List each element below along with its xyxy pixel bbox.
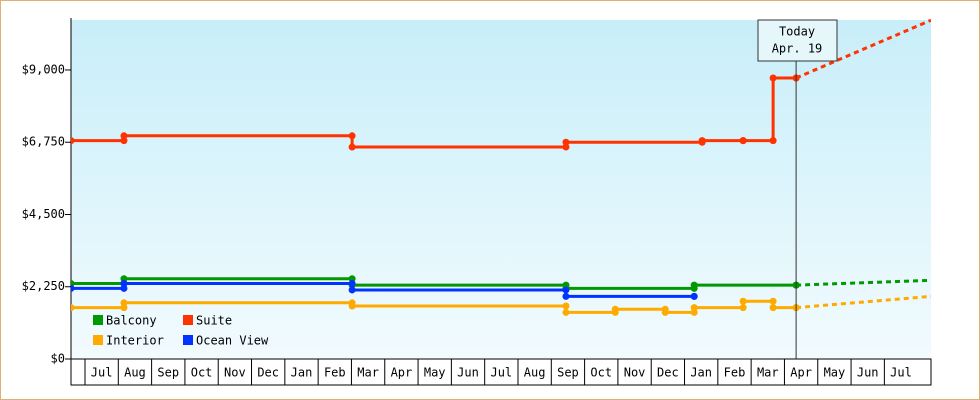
x-tick-label: Jan — [291, 366, 313, 380]
x-tick-label: Nov — [224, 366, 246, 380]
x-tick-label: Jan — [690, 366, 712, 380]
point — [120, 304, 128, 312]
plot-area — [71, 20, 931, 359]
point — [348, 286, 356, 294]
x-axis-box — [70, 358, 932, 386]
point — [769, 304, 777, 312]
point — [769, 297, 777, 305]
point — [348, 143, 356, 151]
point — [562, 286, 570, 294]
point — [562, 138, 570, 146]
point — [562, 308, 570, 316]
point — [661, 308, 669, 316]
y-tick-label: $4,500 — [22, 207, 65, 221]
point — [120, 284, 128, 292]
point — [562, 143, 570, 151]
x-tick-label: Dec — [657, 366, 679, 380]
point — [690, 304, 698, 312]
legend-swatch — [183, 315, 193, 325]
point — [120, 137, 128, 145]
x-tick-label: Sep — [557, 366, 579, 380]
x-tick-label: Nov — [624, 366, 646, 380]
point — [739, 297, 747, 305]
point — [611, 305, 619, 313]
point — [120, 275, 128, 283]
legend-swatch — [183, 335, 193, 345]
point — [348, 132, 356, 140]
point — [739, 304, 747, 312]
point — [769, 137, 777, 145]
point — [739, 137, 747, 145]
x-tick-label: Oct — [590, 366, 612, 380]
x-tick-label: Jun — [457, 366, 479, 380]
x-tick-label: Dec — [257, 366, 279, 380]
x-tick-label: Aug — [124, 366, 146, 380]
today-date: Apr. 19 — [772, 42, 823, 56]
point — [562, 302, 570, 310]
series — [71, 294, 931, 316]
forecast-line — [795, 294, 931, 310]
legend-swatch — [93, 335, 103, 345]
x-tick-label: Mar — [757, 366, 779, 380]
x-tick-label: May — [824, 366, 846, 380]
x-tick-label: Oct — [191, 366, 213, 380]
x-tick-label: Jul — [890, 366, 912, 380]
y-tick-label: $6,750 — [22, 135, 65, 149]
x-tick-label: Apr — [391, 366, 413, 380]
point — [690, 281, 698, 289]
x-tick-label: May — [424, 366, 446, 380]
point — [348, 280, 356, 288]
series — [71, 280, 698, 300]
x-tick-label: Feb — [724, 366, 746, 380]
y-tick-label: $0 — [51, 352, 65, 366]
point — [690, 308, 698, 316]
forecast-line — [795, 18, 931, 80]
point — [120, 280, 128, 288]
legend-label: Interior — [106, 334, 164, 348]
x-tick-label: Jul — [91, 366, 113, 380]
legend-label: Balcony — [106, 314, 157, 328]
y-tick-label: $9,000 — [22, 62, 65, 76]
point — [562, 292, 570, 300]
point — [71, 304, 75, 312]
forecast-line — [796, 278, 931, 287]
point — [120, 132, 128, 140]
legend-swatch — [93, 315, 103, 325]
y-tick-label: $2,250 — [22, 279, 65, 293]
x-tick-label: Jun — [857, 366, 879, 380]
today-box — [757, 19, 838, 62]
point — [698, 137, 706, 145]
point — [120, 299, 128, 307]
today-label: Today — [779, 25, 815, 39]
x-tick-label: Feb — [324, 366, 346, 380]
point — [71, 137, 75, 145]
x-tick-label: Apr — [790, 366, 812, 380]
x-tick-label: Mar — [357, 366, 379, 380]
point — [690, 292, 698, 300]
point — [71, 284, 75, 292]
legend-label: Ocean View — [196, 334, 269, 348]
x-tick-label: Sep — [157, 366, 179, 380]
point — [348, 275, 356, 283]
point — [348, 302, 356, 310]
x-tick-label: Jul — [490, 366, 512, 380]
series — [71, 18, 931, 151]
point — [769, 74, 777, 82]
legend-label: Suite — [196, 314, 232, 328]
x-tick-label: Aug — [524, 366, 546, 380]
